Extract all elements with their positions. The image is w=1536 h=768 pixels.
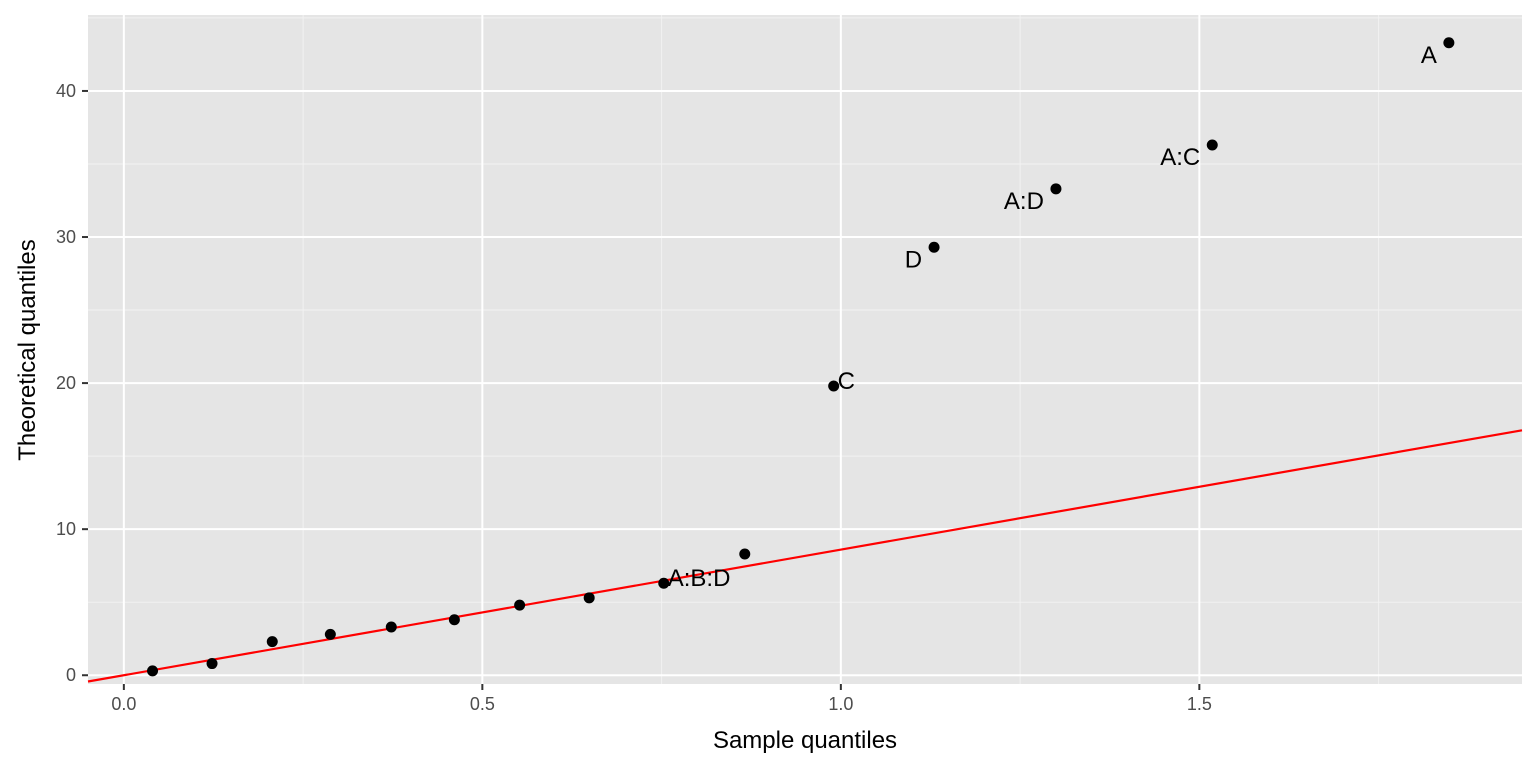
point-label: C [838, 368, 855, 395]
point-label: A:C [1160, 144, 1200, 171]
data-points [147, 37, 1455, 677]
point-label: A:B:D [668, 565, 731, 592]
data-point [147, 665, 159, 677]
data-point [658, 577, 670, 589]
y-tick-label: 20 [56, 373, 76, 393]
point-label: A [1421, 42, 1437, 69]
point-label: A:D [1004, 188, 1044, 215]
data-point [514, 599, 526, 611]
data-point [828, 380, 840, 392]
data-point [1050, 183, 1062, 195]
y-tick-label: 40 [56, 81, 76, 101]
data-point [739, 548, 751, 560]
data-point [385, 621, 397, 633]
plot-panel [88, 15, 1522, 684]
x-axis-title: Sample quantiles [713, 727, 897, 754]
data-point [583, 592, 595, 604]
y-tick-label: 0 [66, 665, 76, 685]
x-tick-label: 0.0 [111, 694, 136, 714]
x-tick-label: 0.5 [470, 694, 495, 714]
reference-line-layer [87, 429, 1523, 683]
y-tick-label: 10 [56, 519, 76, 539]
x-tick-label: 1.0 [828, 694, 853, 714]
data-point [324, 628, 336, 640]
reference-line [87, 429, 1523, 683]
data-point [928, 241, 940, 253]
y-axis: 0 10 20 30 40 [56, 81, 88, 685]
data-point [206, 658, 218, 670]
minor-gridlines [88, 15, 1522, 684]
data-point [1206, 139, 1218, 151]
data-point [266, 636, 278, 648]
point-labels: A:B:D C D A:D A:C A [668, 42, 1437, 592]
y-axis-title: Theoretical quantiles [14, 239, 41, 460]
x-tick-label: 1.5 [1187, 694, 1212, 714]
data-point [448, 614, 460, 626]
major-gridlines [88, 15, 1522, 684]
y-tick-label: 30 [56, 227, 76, 247]
data-point [1443, 37, 1455, 49]
x-axis: 0.0 0.5 1.0 1.5 [111, 684, 1212, 714]
point-label: D [905, 246, 922, 273]
